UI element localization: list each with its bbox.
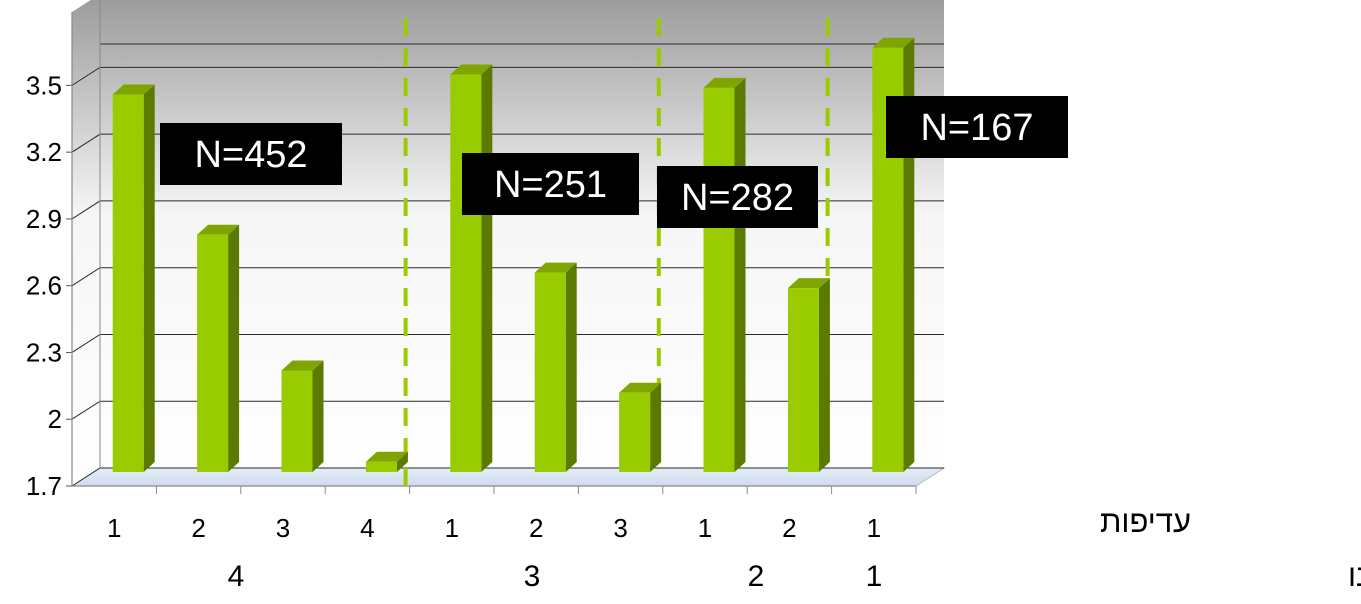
y-tick-label: 2.6: [26, 271, 62, 301]
y-tick-label: 2.9: [26, 204, 62, 234]
bar-front: [534, 272, 566, 472]
y-tick-label: 3.5: [26, 70, 62, 100]
bar-side: [481, 64, 493, 472]
bar-top: [534, 262, 577, 273]
bar-top: [619, 382, 662, 393]
n-label-text: N=251: [494, 164, 607, 206]
n-label-box: N=251: [462, 153, 639, 215]
bar-top: [281, 360, 324, 371]
x-tick-label: 2: [529, 513, 543, 543]
x-tick-label: 1: [698, 513, 712, 543]
bar-top: [703, 77, 746, 88]
y-tick-label: 2: [48, 404, 62, 434]
n-label-text: N=167: [920, 107, 1033, 149]
bar-side: [228, 224, 240, 472]
bar: [534, 262, 577, 472]
n-label-text: N=452: [194, 134, 307, 176]
bar-front: [619, 392, 651, 472]
bar-top: [450, 64, 493, 75]
bar-front: [112, 94, 144, 472]
bar-side: [734, 77, 746, 472]
x-tick-label: 1: [107, 513, 121, 543]
y-tick-label: 2.3: [26, 337, 62, 367]
bar-side: [143, 84, 155, 472]
x-tick-label: 2: [782, 513, 796, 543]
bar-front: [197, 234, 229, 472]
n-label-box: N=452: [160, 123, 342, 185]
bar-front: [703, 87, 735, 472]
bar-side: [312, 360, 324, 472]
bar: [365, 451, 408, 472]
bar: [197, 224, 240, 472]
bar-side: [818, 278, 830, 472]
bar: [619, 382, 662, 472]
n-label-background: [886, 96, 1068, 158]
group-label: 1: [866, 560, 883, 593]
bar-top: [365, 451, 408, 462]
bar-front: [365, 461, 397, 472]
x-tick-label: 4: [360, 513, 374, 543]
bar-front: [450, 74, 482, 472]
n-label-background: [657, 166, 818, 228]
bar-top: [112, 84, 155, 95]
bar-top: [197, 224, 240, 235]
row-label-count: מספר עדיפויות שציינו: [1348, 558, 1361, 593]
bar-top: [787, 278, 830, 289]
bar-side: [565, 262, 577, 472]
x-tick-label: 3: [276, 513, 290, 543]
row-label-priority: עדיפות: [1100, 504, 1191, 539]
x-tick-label: 2: [191, 513, 205, 543]
y-tick-label: 1.7: [26, 471, 62, 501]
bar-front: [787, 288, 819, 472]
bar: [703, 77, 746, 472]
group-label: 3: [524, 560, 541, 593]
bar: [281, 360, 324, 472]
n-label-background: [462, 153, 639, 215]
x-tick-label: 1: [867, 513, 881, 543]
bar-front: [281, 370, 313, 472]
bar: [112, 84, 155, 472]
x-tick-label: 3: [613, 513, 627, 543]
group-label: 2: [748, 560, 765, 593]
x-tick-label: 1: [445, 513, 459, 543]
n-label-box: N=167: [886, 96, 1068, 158]
n-label-text: N=282: [681, 177, 794, 219]
n-label-box: N=282: [657, 166, 818, 228]
bar-top: [872, 37, 915, 48]
bar-side: [650, 382, 662, 472]
group-label: 4: [228, 560, 245, 593]
bar: [450, 64, 493, 472]
n-label-background: [160, 123, 342, 185]
y-tick-label: 3.2: [26, 137, 62, 167]
bar: [787, 278, 830, 472]
bar-side: [396, 451, 408, 472]
